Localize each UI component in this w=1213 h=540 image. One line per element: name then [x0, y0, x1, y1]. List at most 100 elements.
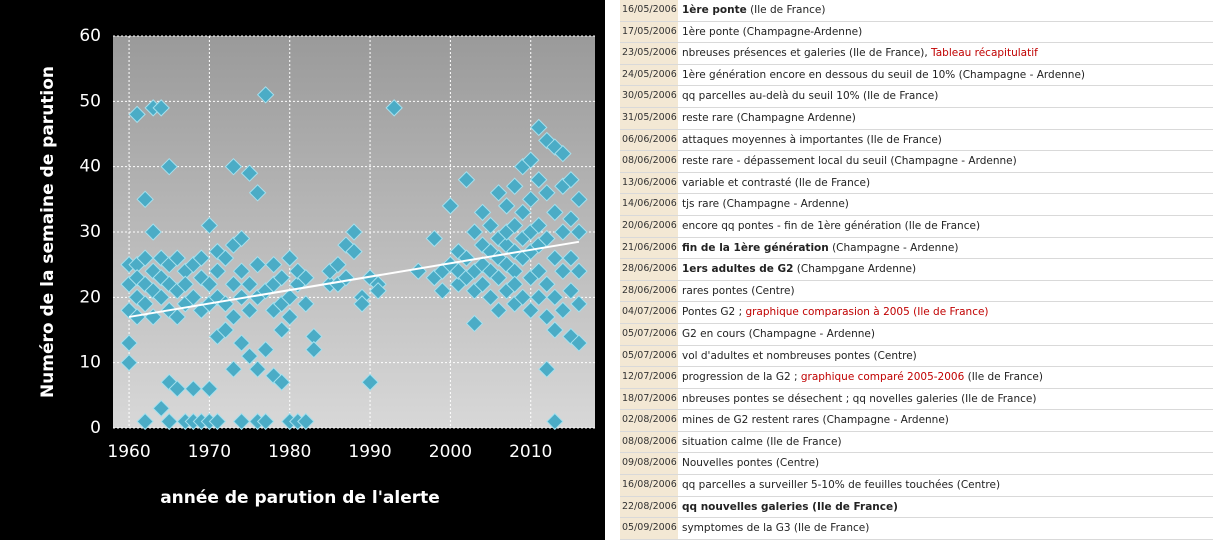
- data-point: [200, 275, 219, 293]
- data-point: [192, 249, 211, 267]
- text-segment: graphique comparasion à 2005 (Ile de Fra…: [745, 306, 989, 319]
- data-point: [546, 412, 564, 431]
- data-point: [152, 399, 170, 418]
- data-point: [530, 262, 548, 280]
- description-cell: vol d'adultes et nombreuses pontes (Cent…: [678, 346, 917, 367]
- text-segment: encore qq pontes - fin de 1ère génératio…: [682, 219, 981, 232]
- date-cell: 16/05/2006: [620, 0, 678, 21]
- text-segment: G2 en cours (Champagne - Ardenne): [682, 327, 875, 340]
- table-row: 05/07/2006 G2 en cours (Champagne - Arden…: [620, 323, 1213, 346]
- data-point: [240, 301, 259, 320]
- x-tick-label: 2010: [509, 442, 552, 462]
- data-point: [297, 412, 315, 431]
- table-row: 21/06/2006 fin de la 1ère génération (Cha…: [620, 237, 1213, 260]
- data-point: [505, 177, 524, 195]
- data-point: [224, 157, 243, 176]
- x-axis-label: année de parution de l'alerte: [160, 488, 440, 508]
- text-segment: situation calme (Ile de France): [682, 435, 842, 448]
- description-cell: 1ère ponte (Ile de France): [678, 0, 825, 21]
- data-point: [128, 105, 146, 124]
- data-point: [136, 295, 154, 313]
- data-point: [152, 99, 170, 117]
- table-row: 20/06/2006 encore qq pontes - fin de 1ère…: [620, 215, 1213, 238]
- data-point: [168, 249, 186, 267]
- data-point: [168, 380, 186, 398]
- date-cell: 08/06/2006: [620, 151, 678, 172]
- table-row: 05/09/2006 symptomes de la G3 (Ile de Fra…: [620, 518, 1213, 540]
- table-row: 04/07/2006 Pontes G2 ; graphique comparas…: [620, 302, 1213, 324]
- data-point: [433, 282, 452, 300]
- description-cell: progression de la G2 ; graphique comparé…: [678, 367, 1043, 388]
- data-point: [489, 301, 508, 320]
- text-segment: nbreuses présences et galeries (Ile de F…: [682, 47, 932, 60]
- date-cell: 21/06/2006: [620, 237, 678, 259]
- data-point: [240, 164, 259, 182]
- data-point: [522, 301, 540, 320]
- table-row: 23/05/2006 nbreuses présences et galeries…: [620, 43, 1213, 65]
- data-point: [224, 360, 243, 378]
- text-segment: variable et contrasté (Ile de France): [682, 176, 871, 189]
- y-tick-label: 10: [79, 353, 101, 373]
- description-cell: situation calme (Ile de France): [678, 432, 842, 453]
- table-row: 16/08/2006 qq parcelles a surveiller 5-10…: [620, 475, 1213, 497]
- data-point: [281, 249, 299, 267]
- data-point: [546, 288, 564, 307]
- data-point: [208, 262, 227, 280]
- data-point: [570, 295, 588, 313]
- data-point: [345, 223, 363, 241]
- data-point: [168, 308, 186, 326]
- data-point: [248, 255, 267, 274]
- data-point: [546, 203, 564, 222]
- description-cell: reste rare - dépassement local du seuil …: [678, 151, 1017, 172]
- text-segment: Pontes G2 ;: [682, 306, 746, 319]
- y-tick-label: 30: [79, 222, 101, 242]
- description-cell: nbreuses pontes se désechent ; qq novell…: [678, 389, 1036, 410]
- x-tick-label: 1980: [268, 442, 311, 462]
- data-point: [144, 223, 162, 241]
- data-point: [538, 275, 556, 293]
- description-cell: qq parcelles a surveiller 5-10% de feuil…: [678, 475, 1000, 496]
- x-tick-label: 2000: [429, 442, 472, 462]
- data-point: [232, 229, 251, 248]
- data-point: [513, 288, 532, 307]
- date-cell: 23/05/2006: [620, 43, 678, 64]
- data-point: [256, 340, 275, 359]
- data-point: [562, 171, 580, 189]
- data-point: [538, 308, 556, 326]
- data-point: [513, 203, 532, 222]
- table-row: 18/07/2006 nbreuses pontes se désechent ;…: [620, 388, 1213, 411]
- data-point: [369, 282, 387, 300]
- text-segment: symptomes de la G3 (Ile de France): [682, 522, 870, 535]
- data-point: [200, 380, 219, 398]
- date-cell: 13/06/2006: [620, 172, 678, 194]
- y-tick-label: 40: [79, 157, 101, 177]
- data-point: [554, 301, 572, 320]
- data-point: [546, 321, 564, 339]
- data-point: [297, 269, 315, 287]
- table-row: 08/06/2006 reste rare - dépassement local…: [620, 151, 1213, 173]
- table-row: 16/05/2006 1ère ponte (Ile de France): [620, 0, 1213, 22]
- description-cell: 1ers adultes de G2 (Champgane Ardenne): [678, 259, 916, 280]
- data-point: [345, 242, 363, 261]
- table-row: 17/05/2006 1ère ponte (Champagne-Ardenne): [620, 21, 1213, 44]
- data-point: [305, 340, 323, 359]
- data-point: [272, 373, 291, 391]
- data-point: [120, 353, 138, 372]
- date-cell: 31/05/2006: [620, 107, 678, 129]
- description-cell: mines de G2 restent rares (Champagne - A…: [678, 410, 949, 431]
- table-row: 31/05/2006 reste rare (Champagne Ardenne): [620, 107, 1213, 130]
- data-point: [425, 229, 444, 248]
- data-point: [522, 190, 540, 209]
- data-point: [546, 249, 564, 267]
- text-segment: reste rare (Champagne Ardenne): [682, 111, 856, 124]
- description-cell: Nouvelles pontes (Centre): [678, 453, 819, 474]
- date-cell: 17/05/2006: [620, 21, 678, 43]
- data-point: [457, 171, 476, 189]
- data-point: [465, 314, 484, 333]
- data-point: [473, 275, 492, 293]
- text-segment: Nouvelles pontes (Centre): [682, 457, 820, 470]
- text-segment: (Ile de France): [746, 4, 826, 16]
- description-cell: symptomes de la G3 (Ile de France): [678, 518, 869, 539]
- data-point: [473, 203, 492, 222]
